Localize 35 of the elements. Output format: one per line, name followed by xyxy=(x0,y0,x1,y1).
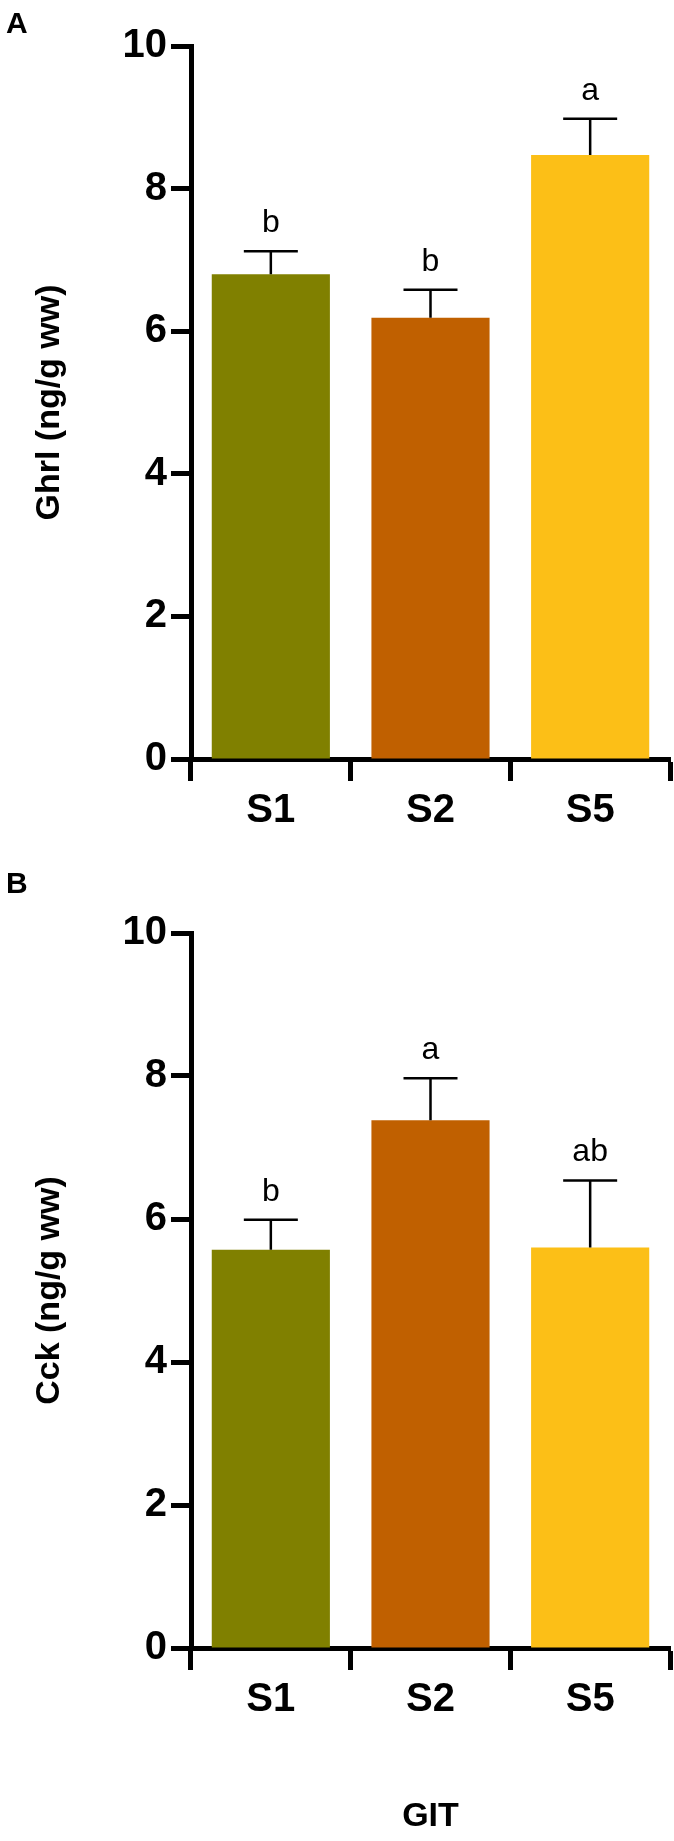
x-tick-label: S2 xyxy=(406,1675,455,1720)
bar xyxy=(531,1247,650,1648)
chart-title: B xyxy=(6,866,28,900)
annotation: a xyxy=(581,70,600,107)
x-tick-label: S5 xyxy=(565,1675,615,1720)
annotation: a xyxy=(421,1029,440,1066)
y-tick-label: 0 xyxy=(144,1623,167,1668)
y-tick-label: 0 xyxy=(144,734,167,779)
x-tick-label: S1 xyxy=(246,786,296,831)
bar xyxy=(211,1249,330,1648)
y-tick-label: 8 xyxy=(144,1051,167,1096)
chart-title: A xyxy=(6,6,28,40)
x-axis-title: GIT xyxy=(402,1794,460,1833)
x-tick-label: S1 xyxy=(246,1675,296,1720)
annotation: b xyxy=(261,203,280,240)
annotation: ab xyxy=(572,1132,608,1169)
bar xyxy=(531,155,650,759)
y-axis-title: Ghrl (ng/g ww) xyxy=(27,284,66,521)
y-tick-label: 6 xyxy=(144,1194,167,1239)
y-tick-label: 6 xyxy=(144,306,167,351)
y-tick-label: 4 xyxy=(144,1337,168,1382)
x-tick-label: S5 xyxy=(565,786,615,831)
bar xyxy=(211,274,330,759)
y-axis-title: Cck (ng/g ww) xyxy=(27,1176,66,1405)
y-tick-label: 10 xyxy=(122,21,167,66)
bar xyxy=(371,317,490,759)
annotation: b xyxy=(261,1171,280,1208)
y-tick-label: 8 xyxy=(144,163,167,208)
y-tick-label: 2 xyxy=(144,1480,167,1525)
annotation: b xyxy=(421,241,440,278)
x-tick-label: S2 xyxy=(406,786,455,831)
y-tick-label: 2 xyxy=(144,591,167,636)
y-tick-label: 10 xyxy=(122,908,167,953)
bar xyxy=(371,1120,490,1648)
y-tick-label: 4 xyxy=(144,448,168,493)
